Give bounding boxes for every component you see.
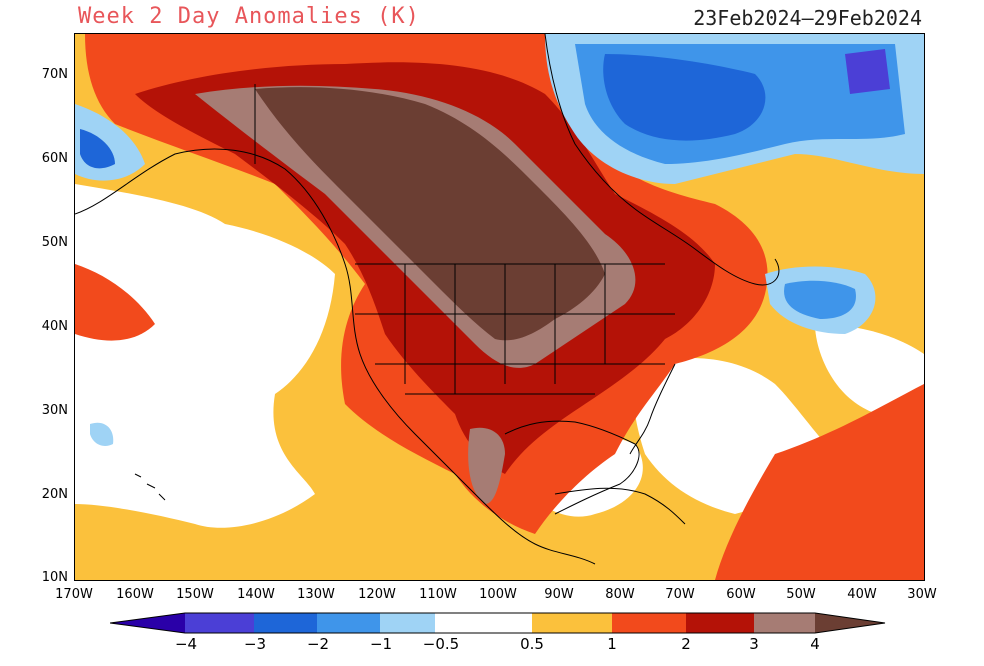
lon-tick-170w: 170W	[55, 587, 93, 602]
lat-tick-50n: 50N	[41, 235, 68, 250]
lon-tick-130w: 130W	[297, 587, 335, 602]
colorbar-bin	[435, 613, 532, 633]
warm-patch-pacific	[75, 264, 155, 341]
lon-tick-110w: 110W	[419, 587, 457, 602]
colorbar-cap-low	[110, 613, 185, 633]
anomaly-map	[74, 33, 925, 581]
lat-tick-60n: 60N	[41, 151, 68, 166]
colorbar-bin	[532, 613, 612, 633]
colorbar-label: −2	[306, 635, 330, 653]
coastlines	[75, 34, 780, 565]
neutral-pacific-south	[75, 364, 204, 502]
lon-tick-140w: 140W	[237, 587, 275, 602]
lon-tick-100w: 100W	[479, 587, 517, 602]
lon-tick-30w: 30W	[907, 587, 937, 602]
colorbar-label: −0.5	[422, 635, 460, 653]
warm-core-4	[255, 87, 605, 341]
lat-tick-70n: 70N	[41, 67, 68, 82]
colorbar-bin	[380, 613, 435, 633]
lon-tick-160w: 160W	[116, 587, 154, 602]
cool-alaska-core	[80, 129, 115, 169]
lat-tick-30n: 30N	[41, 403, 68, 418]
colorbar-label: 2	[681, 635, 691, 653]
colorbar	[110, 612, 886, 634]
map-title: Week 2 Day Anomalies (K)	[78, 4, 420, 29]
lon-tick-120w: 120W	[358, 587, 396, 602]
lon-tick-50w: 50W	[786, 587, 816, 602]
warm-patch-atlantic	[715, 384, 924, 580]
colorbar-bin	[317, 613, 380, 633]
lon-tick-90w: 90W	[544, 587, 574, 602]
cool-hawaii-patch	[90, 422, 114, 446]
colorbar-label: −3	[243, 635, 267, 653]
lat-tick-40n: 40N	[41, 319, 68, 334]
lon-tick-80w: 80W	[605, 587, 635, 602]
colorbar-label: −4	[174, 635, 198, 653]
lat-tick-20n: 20N	[41, 487, 68, 502]
colorbar-cap-high	[815, 613, 885, 633]
colorbar-bin	[686, 613, 754, 633]
cool-greenland-strong	[603, 54, 766, 141]
neutral-atlantic-east	[815, 324, 924, 418]
cool-atlantic-core	[784, 280, 856, 319]
lon-tick-60w: 60W	[726, 587, 756, 602]
colorbar-label: 3	[749, 635, 759, 653]
lat-tick-10n: 10N	[41, 570, 68, 585]
anomaly-field	[75, 34, 924, 580]
colorbar-label: 4	[810, 635, 820, 653]
colorbar-label: 0.5	[520, 635, 544, 653]
colorbar-bin	[185, 613, 254, 633]
cool-greenland-core	[845, 49, 890, 94]
colorbar-bin	[254, 613, 317, 633]
colorbar-bin	[754, 613, 815, 633]
colorbar-label: −1	[369, 635, 393, 653]
warm-patch-mexico	[468, 427, 505, 504]
lon-tick-40w: 40W	[847, 587, 877, 602]
lon-tick-150w: 150W	[176, 587, 214, 602]
colorbar-bin	[612, 613, 686, 633]
date-range: 23Feb2024—29Feb2024	[693, 6, 922, 30]
colorbar-label: 1	[607, 635, 617, 653]
lon-tick-70w: 70W	[665, 587, 695, 602]
